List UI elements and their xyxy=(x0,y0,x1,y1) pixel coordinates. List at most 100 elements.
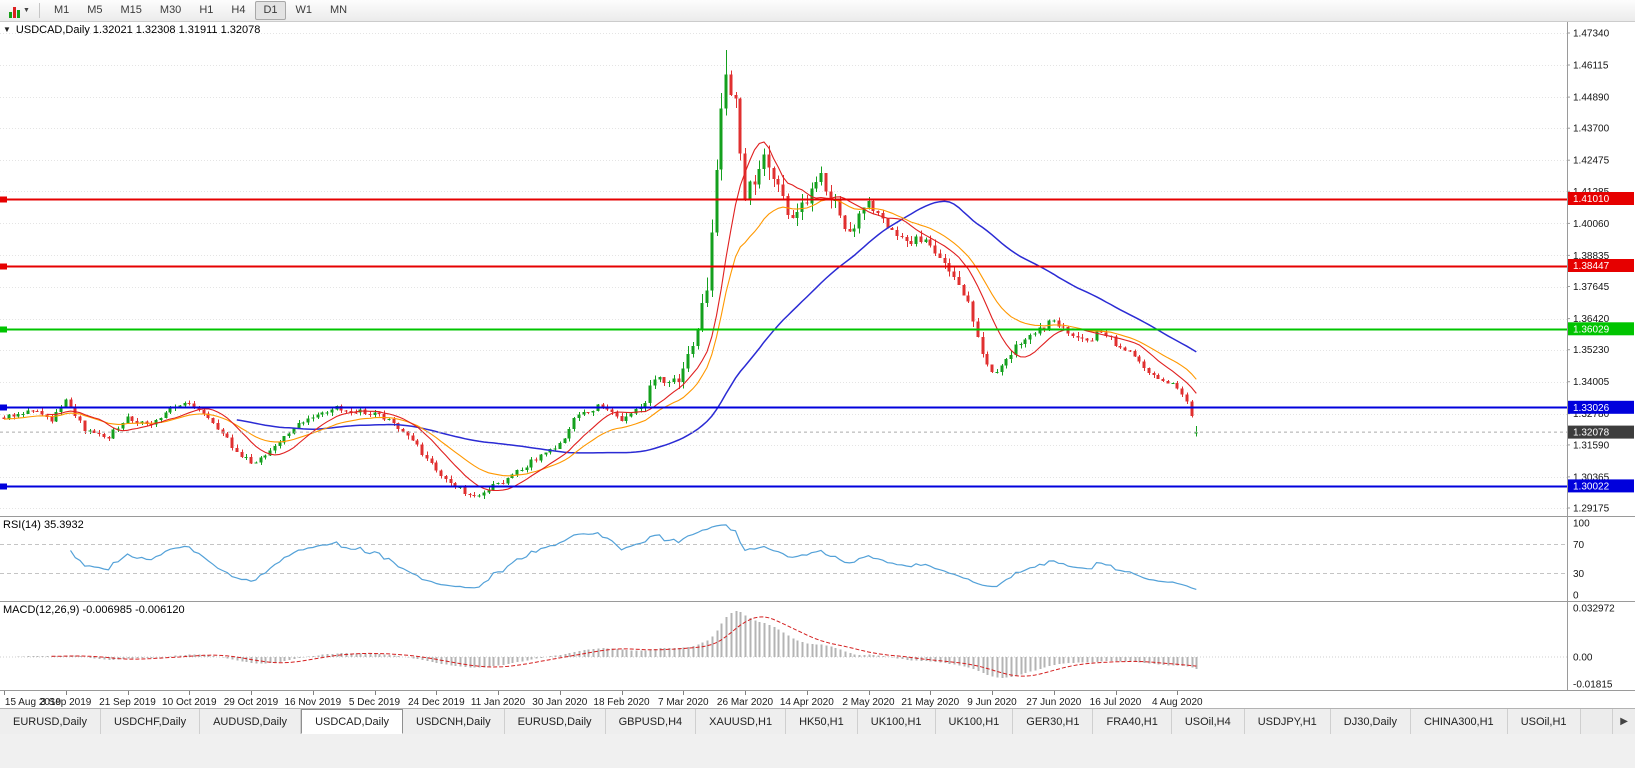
svg-text:1.30022: 1.30022 xyxy=(1573,481,1610,492)
time-label: 14 Apr 2020 xyxy=(780,697,834,708)
rsi-axis-tick: 30 xyxy=(1573,569,1585,580)
svg-text:1.40060: 1.40060 xyxy=(1573,219,1610,230)
chart-tab-eurusd-daily[interactable]: EURUSD,Daily xyxy=(504,709,606,734)
chart-icon-bar xyxy=(13,6,16,18)
time-label: 2 May 2020 xyxy=(842,697,895,708)
timeframe-button-m30[interactable]: M30 xyxy=(159,4,182,16)
svg-text:1.33026: 1.33026 xyxy=(1573,403,1610,414)
time-label: 11 Jan 2020 xyxy=(471,697,526,708)
time-label: 30 Jan 2020 xyxy=(532,697,587,708)
price-chart-panel: 1.473401.461151.448901.437001.424751.412… xyxy=(0,22,1635,516)
ma-mid-line xyxy=(3,199,1197,477)
svg-text:1.41010: 1.41010 xyxy=(1573,194,1610,205)
time-label: 9 Jun 2020 xyxy=(967,697,1017,708)
timeframe-buttons: M1 M5 M15 M30 H1 H4 D1 W1 MN xyxy=(45,1,356,20)
svg-text:1.36420: 1.36420 xyxy=(1573,314,1610,325)
svg-text:1.31590: 1.31590 xyxy=(1573,440,1610,451)
hline-1.33026[interactable] xyxy=(0,404,1567,411)
tabs-scroll-right-button[interactable]: ▶ xyxy=(1612,709,1635,734)
macd-axis-tick: -0.01815 xyxy=(1573,680,1613,691)
svg-text:1.36029: 1.36029 xyxy=(1573,324,1610,335)
svg-text:1.35230: 1.35230 xyxy=(1573,345,1610,356)
hline-1.41010[interactable] xyxy=(0,196,1567,203)
svg-text:1.32078: 1.32078 xyxy=(1573,428,1610,439)
hline-1.30022[interactable] xyxy=(0,483,1567,490)
chevron-down-icon: ▼ xyxy=(23,7,30,14)
price-chart-canvas[interactable]: 1.473401.461151.448901.437001.424751.412… xyxy=(0,22,1635,516)
svg-text:1.37645: 1.37645 xyxy=(1573,282,1610,293)
time-axis[interactable]: 15 Aug 2019 3 Sep 2019 21 Sep 2019 10 Oct 2… xyxy=(0,690,1635,708)
timeframe-button-m5[interactable]: M5 xyxy=(87,4,103,16)
rsi-axis-tick: 0 xyxy=(1573,591,1579,601)
chart-type-icon[interactable]: ▼ xyxy=(5,2,34,20)
time-label: 3 Sep 2019 xyxy=(40,697,92,708)
timeframe-button-m1[interactable]: M1 xyxy=(53,4,70,16)
macd-histogram xyxy=(13,610,1198,678)
svg-text:1.29175: 1.29175 xyxy=(1573,504,1610,515)
rsi-panel: 100 70 30 0 RSI(14) 35.3932 xyxy=(0,516,1635,601)
chart-tab-usdchf-daily[interactable]: USDCHF,Daily xyxy=(100,709,201,734)
macd-signal-line xyxy=(51,616,1197,677)
time-label: 27 Jun 2020 xyxy=(1026,697,1081,708)
time-label: 15 Aug 2019 xyxy=(5,697,62,708)
price-tag-1.38447: 1.38447 xyxy=(1568,259,1634,272)
svg-text:1.47340: 1.47340 xyxy=(1573,29,1610,40)
chart-icon-bar xyxy=(9,11,12,18)
chart-tab-fra40-h1[interactable]: FRA40,H1 xyxy=(1093,709,1172,734)
svg-text:1.32780: 1.32780 xyxy=(1573,409,1610,420)
timeframe-button-h1[interactable]: H1 xyxy=(199,4,214,16)
chart-tab-usdcad-daily[interactable]: USDCAD,Daily xyxy=(301,709,404,734)
time-label: 26 Mar 2020 xyxy=(717,697,774,708)
chart-tab-audusd-daily[interactable]: AUDUSD,Daily xyxy=(200,709,302,734)
timeframe-toolbar: ▼ M1 M5 M15 M30 H1 H4 D1 W1 MN xyxy=(0,0,1635,22)
rsi-canvas[interactable]: 100 70 30 0 xyxy=(0,517,1635,601)
macd-panel: 0.032972 0.00 -0.01815 MACD(12,26,9) -0.00… xyxy=(0,601,1635,690)
hline-1.38447[interactable] xyxy=(0,263,1567,270)
chart-tab-usoil-h4[interactable]: USOil,H4 xyxy=(1171,709,1245,734)
chart-tab-china300-h1[interactable]: CHINA300,H1 xyxy=(1410,709,1508,734)
chart-tab-uk100-h1[interactable]: UK100,H1 xyxy=(935,709,1014,734)
svg-text:1.42475: 1.42475 xyxy=(1573,156,1610,167)
chart-tab-xauusd-h1[interactable]: XAUUSD,H1 xyxy=(696,709,787,734)
chart-tab-ger30-h1[interactable]: GER30,H1 xyxy=(1013,709,1094,734)
time-label: 21 Sep 2019 xyxy=(99,697,156,708)
chart-tab-dj30-daily[interactable]: DJ30,Daily xyxy=(1330,709,1411,734)
macd-axis-tick: 0.032972 xyxy=(1573,604,1615,615)
timeframe-button-d1[interactable]: D1 xyxy=(255,1,286,20)
price-tag-1.41010: 1.41010 xyxy=(1568,192,1634,205)
time-label: 29 Oct 2019 xyxy=(224,697,279,708)
time-label: 7 Mar 2020 xyxy=(658,697,709,708)
svg-text:1.38835: 1.38835 xyxy=(1573,251,1610,262)
status-strip xyxy=(0,734,1635,768)
timeframe-button-w1[interactable]: W1 xyxy=(295,4,313,16)
chart-tab-usdjpy-h1[interactable]: USDJPY,H1 xyxy=(1244,709,1331,734)
svg-text:1.30365: 1.30365 xyxy=(1573,472,1610,483)
chart-tab-gbpusd-h4[interactable]: GBPUSD,H4 xyxy=(605,709,697,734)
ma-slow-line xyxy=(236,200,1197,454)
svg-text:1.44890: 1.44890 xyxy=(1573,93,1610,104)
macd-canvas[interactable]: 0.032972 0.00 -0.01815 xyxy=(0,602,1635,690)
timeframe-button-h4[interactable]: H4 xyxy=(231,4,246,16)
svg-text:1.34005: 1.34005 xyxy=(1573,377,1610,388)
chart-tab-usoil-h1[interactable]: USOil,H1 xyxy=(1507,709,1581,734)
price-tag-1.32078: 1.32078 xyxy=(1568,425,1634,439)
rsi-axis-tick: 70 xyxy=(1573,540,1585,551)
hline-1.36029[interactable] xyxy=(0,326,1567,333)
chart-tab-eurusd-daily[interactable]: EURUSD,Daily xyxy=(0,709,101,734)
chart-tabs-bar: EURUSD,Daily USDCHF,Daily AUDUSD,Daily USDC… xyxy=(0,708,1635,734)
chart-tab-hk50-h1[interactable]: HK50,H1 xyxy=(786,709,858,734)
time-label: 21 May 2020 xyxy=(901,697,959,708)
price-gridlines xyxy=(0,33,1567,509)
time-label: 16 Nov 2019 xyxy=(284,697,341,708)
price-tag-1.36029: 1.36029 xyxy=(1568,322,1634,336)
chart-tab-usdcnh-daily[interactable]: USDCNH,Daily xyxy=(403,709,505,734)
chart-tab-uk100-h1[interactable]: UK100,H1 xyxy=(857,709,936,734)
timeframe-button-m15[interactable]: M15 xyxy=(120,4,142,16)
svg-text:1.46115: 1.46115 xyxy=(1573,61,1609,72)
timeframe-button-mn[interactable]: MN xyxy=(330,4,348,16)
price-tag-1.33026: 1.33026 xyxy=(1568,400,1634,414)
svg-text:1.43700: 1.43700 xyxy=(1573,124,1610,135)
time-label: 4 Aug 2020 xyxy=(1152,697,1203,708)
time-label: 24 Dec 2019 xyxy=(408,697,465,708)
